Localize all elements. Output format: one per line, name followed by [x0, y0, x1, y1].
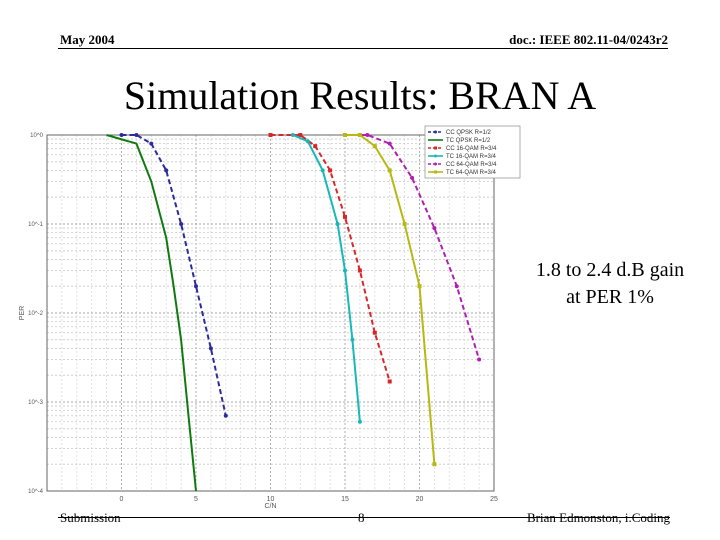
annotation-line-2: at PER 1% [566, 286, 654, 308]
series-point [223, 413, 228, 418]
legend-entry: TC QPSK R=1/2 [446, 138, 491, 144]
legend-marker [434, 170, 437, 174]
legend-entry: CC 16-QAM R=3/4 [446, 146, 497, 152]
header-doc-id: doc.: IEEE 802.11-04/0243r2 [509, 32, 668, 47]
x-tick-label: 0 [120, 496, 124, 503]
legend-entry: TC 16-QAM R=3/4 [446, 154, 497, 160]
legend-marker [434, 154, 437, 158]
series-point [432, 462, 437, 467]
series-point [357, 419, 362, 424]
y-tick-label: 10^-1 [28, 222, 43, 228]
series-point [149, 141, 154, 146]
series-point [417, 284, 422, 289]
series-point [328, 168, 333, 173]
chart-series [106, 133, 482, 492]
y-tick-label: 10^0 [30, 133, 43, 139]
series-point [357, 133, 362, 137]
footer-author: Brian Edmonston, i.Coding [527, 510, 670, 525]
series-point [387, 141, 392, 146]
series-line [121, 134, 227, 417]
gain-annotation: 1.8 to 2.4 d.B gain at PER 1% [500, 257, 720, 311]
series-point [432, 226, 437, 231]
annotation-line-1: 1.8 to 2.4 d.B gain [535, 259, 685, 281]
legend-marker [434, 146, 437, 150]
x-tick-label: 10 [267, 496, 275, 503]
x-tick-label: 20 [416, 496, 424, 503]
legend-marker [434, 162, 437, 166]
series-point [164, 168, 169, 173]
series-point [343, 133, 347, 137]
series-point [134, 133, 139, 137]
series-point [305, 139, 310, 144]
x-axis-label: C/N [264, 503, 276, 510]
y-tick-label: 10^-4 [28, 489, 43, 495]
series-point [372, 144, 377, 149]
series-point [320, 168, 325, 173]
series-line [106, 134, 197, 492]
x-tick-label: 15 [341, 496, 349, 503]
y-axis-label: PER [19, 306, 26, 320]
series-line [292, 134, 361, 422]
series-point [387, 379, 392, 384]
series-point [372, 330, 377, 335]
series-point [343, 268, 347, 273]
series-point [402, 222, 407, 226]
x-tick-label: 5 [194, 496, 198, 503]
header-rule [58, 48, 668, 49]
legend-entry: CC QPSK R=1/2 [446, 130, 492, 136]
series-point [290, 133, 295, 137]
legend-marker [434, 130, 437, 134]
series-point [208, 346, 213, 351]
series-point [387, 168, 392, 173]
y-tick-label: 10^-3 [28, 400, 43, 406]
series-point [194, 284, 198, 289]
series-point [477, 357, 482, 362]
x-tick-label: 25 [490, 496, 498, 503]
series-point [343, 214, 347, 219]
header-date: May 2004 [60, 32, 115, 47]
series-point [313, 144, 318, 149]
footer-submission: Submission [60, 510, 121, 525]
series-line [270, 134, 391, 382]
footer-rule [58, 517, 670, 518]
series-point [357, 268, 362, 273]
footer-page-number: 8 [358, 510, 365, 525]
chart-axes: 0 5 10 15 20 25 10^0 10^-1 10^-2 10^-3 10^-4 C/N PER [19, 133, 498, 510]
series-point [454, 284, 459, 289]
legend-entry: TC 64-QAM R=3/4 [446, 170, 497, 176]
chart-legend: CC QPSK R=1/2 TC QPSK R=1/2 CC 16-QAM R=3/… [424, 125, 521, 179]
series-point [350, 337, 355, 342]
legend-entry: CC 64-QAM R=3/4 [446, 162, 497, 168]
chart-grid [47, 135, 494, 492]
series-point [179, 222, 184, 226]
series-point [119, 133, 124, 137]
slide-title: Simulation Results: BRAN A [123, 73, 597, 118]
series-point [335, 222, 340, 226]
series-point [268, 133, 273, 137]
series-point [410, 175, 415, 180]
series-point [365, 133, 370, 137]
series-point [298, 133, 303, 137]
y-tick-label: 10^-2 [28, 311, 43, 317]
legend-box [424, 125, 521, 179]
